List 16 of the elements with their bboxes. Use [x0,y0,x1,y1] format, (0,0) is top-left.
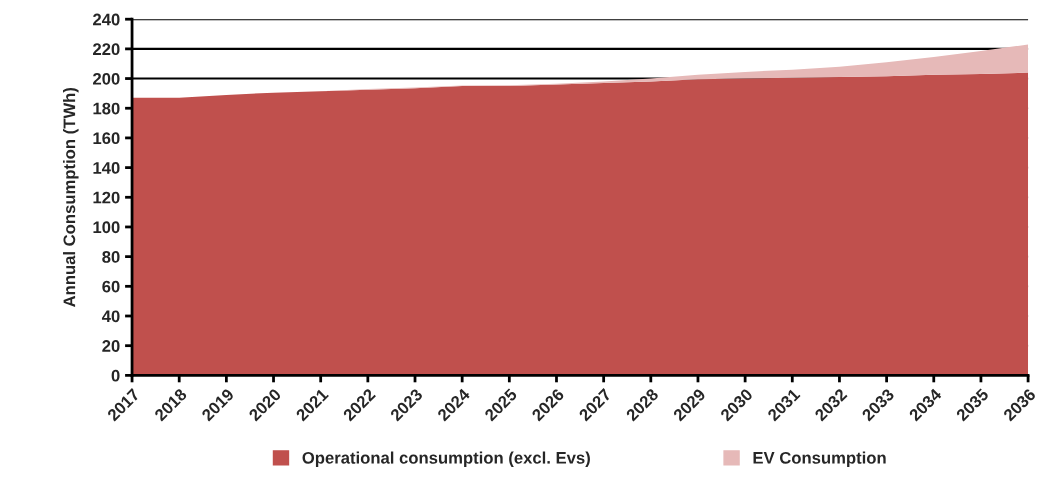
y-tick-label: 140 [93,162,120,174]
y-tick-label: 160 [93,132,120,145]
y-tick-label: 180 [93,102,120,115]
y-tick-label: 100 [93,221,120,234]
y-tick-label: 120 [93,191,120,204]
y-tick-label: 40 [101,310,120,323]
y-tick-label: 0 [111,369,120,382]
legend-label: Operational consumption (excl. Evs) [302,451,590,468]
y-tick-label: 20 [102,340,120,352]
y-tick-label: 240 [93,13,120,26]
y-tick-label: 200 [93,72,120,85]
y-tick-label: 220 [93,43,120,56]
y-axis-title: Annual Consumption (TWh) [63,87,79,308]
y-tick-label: 80 [102,251,120,263]
legend-label: EV Consumption [753,451,886,468]
y-tick-label: 60 [102,280,120,293]
